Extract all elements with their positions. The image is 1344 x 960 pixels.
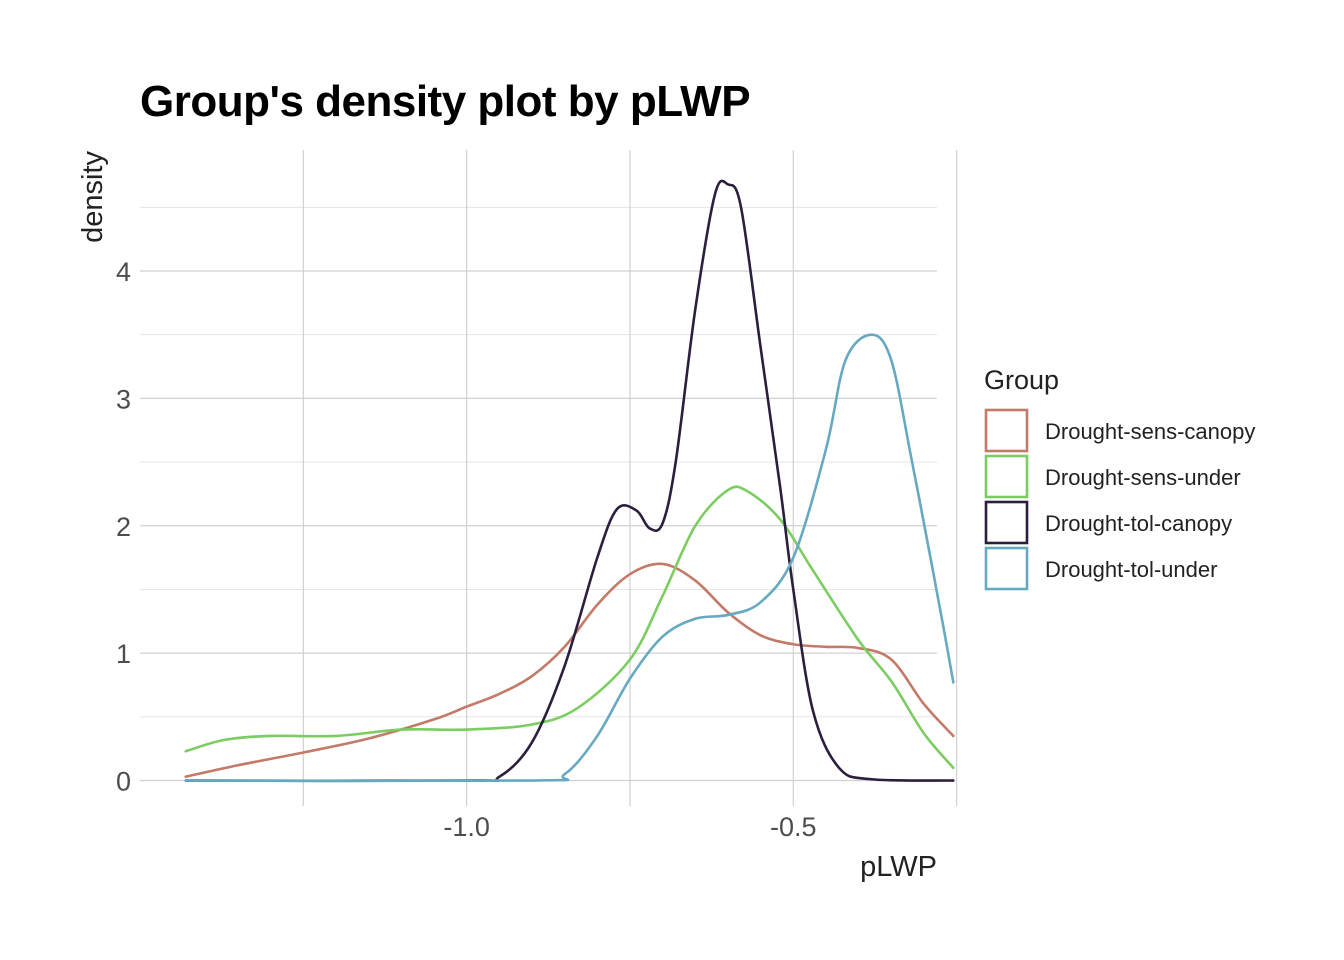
- legend-label: Drought-sens-under: [1045, 465, 1241, 490]
- chart-title: Group's density plot by pLWP: [140, 77, 750, 126]
- x-axis-title: pLWP: [860, 851, 937, 883]
- legend-key: [984, 408, 1029, 453]
- y-axis-tick-labels: 0 1 2 3 4: [116, 257, 131, 797]
- legend-item-drought-sens-under: Drought-sens-under: [984, 454, 1241, 499]
- legend-key: [984, 546, 1029, 591]
- legend-label: Drought-tol-canopy: [1045, 511, 1232, 536]
- legend-title: Group: [984, 365, 1059, 395]
- y-tick-label: 2: [116, 512, 131, 542]
- density-line-drought-sens-under: [184, 485, 955, 770]
- legend-key: [984, 500, 1029, 545]
- y-tick-label: 0: [116, 767, 131, 797]
- x-tick-label: -0.5: [770, 812, 817, 842]
- density-lines: [184, 179, 955, 783]
- y-tick-label: 4: [116, 257, 131, 287]
- density-line-drought-tol-under: [184, 333, 955, 783]
- x-tick-label: -1.0: [443, 812, 490, 842]
- y-tick-label: 3: [116, 384, 131, 414]
- legend: Group Drought-sens-canopy Drought-sens-un…: [984, 365, 1255, 591]
- density-line-drought-tol-canopy: [184, 179, 955, 783]
- y-tick-label: 1: [116, 639, 131, 669]
- y-axis-title: density: [77, 151, 109, 243]
- legend-item-drought-sens-canopy: Drought-sens-canopy: [984, 408, 1255, 453]
- x-axis-tick-labels: -1.0 -0.5: [443, 812, 816, 842]
- minor-gridlines: [140, 150, 958, 806]
- legend-label: Drought-tol-under: [1045, 557, 1217, 582]
- density-line-drought-sens-canopy: [184, 562, 955, 778]
- legend-label: Drought-sens-canopy: [1045, 419, 1255, 444]
- legend-item-drought-tol-under: Drought-tol-under: [984, 546, 1217, 591]
- legend-item-drought-tol-canopy: Drought-tol-canopy: [984, 500, 1232, 545]
- legend-key: [984, 454, 1029, 499]
